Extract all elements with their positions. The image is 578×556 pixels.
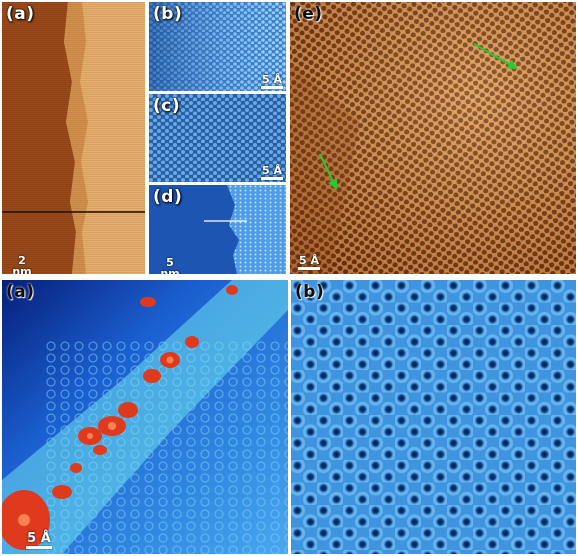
panel-label: (c) [153,96,181,116]
scale-bar: 5 Å [26,532,52,549]
scale-bar: 2 nm [8,255,36,274]
green-arrow [319,153,338,190]
green-arrow [473,43,518,69]
stm-panel-e-top: (e) 5 Å [290,2,576,274]
stm-image-orange-lattice-e [290,2,576,274]
stm-panel-c-top: (c) 5 Å [149,94,286,182]
scale-bar: 5 Å [261,74,283,89]
panel-label: (d) [153,187,183,207]
stm-panel-a-bottom: (a) 5 Å [2,280,288,554]
stm-panel-b-top: (b) 5 Å [149,2,286,91]
panel-label: (e) [294,4,323,24]
scale-bar: 5 Å [261,165,283,180]
panel-label: (b) [153,4,183,24]
scale-bar-label: 2 nm [12,254,32,274]
scale-bar: 5 Å [298,255,320,270]
scale-bar: 5 nm [155,257,185,274]
stm-panel-a-top: (a) 2 nm [2,2,145,274]
scale-bar-label: 5 Å [262,73,282,86]
panel-label: (b) [295,282,325,302]
stm-image-blue-lattice-b [149,2,286,91]
stm-image-simulated-lattice [291,280,576,554]
scale-bar-label: 5 Å [27,531,51,546]
panel-label: (a) [6,282,35,302]
panel-label: (a) [6,4,35,24]
scale-bar-label: 5 Å [262,164,282,177]
stm-image-orange-step [2,2,145,274]
stm-panel-d-top: (d) 5 nm [149,185,286,274]
scale-bar-label: 5 Å [299,254,319,267]
scale-bar-label: 5 nm [160,256,180,274]
stm-panel-b-bottom: (b) [291,280,576,554]
stm-image-blue-lattice-c [149,94,286,182]
stm-image-blue-island-d [149,185,286,274]
stm-image-falsecolor-defect [2,280,288,554]
